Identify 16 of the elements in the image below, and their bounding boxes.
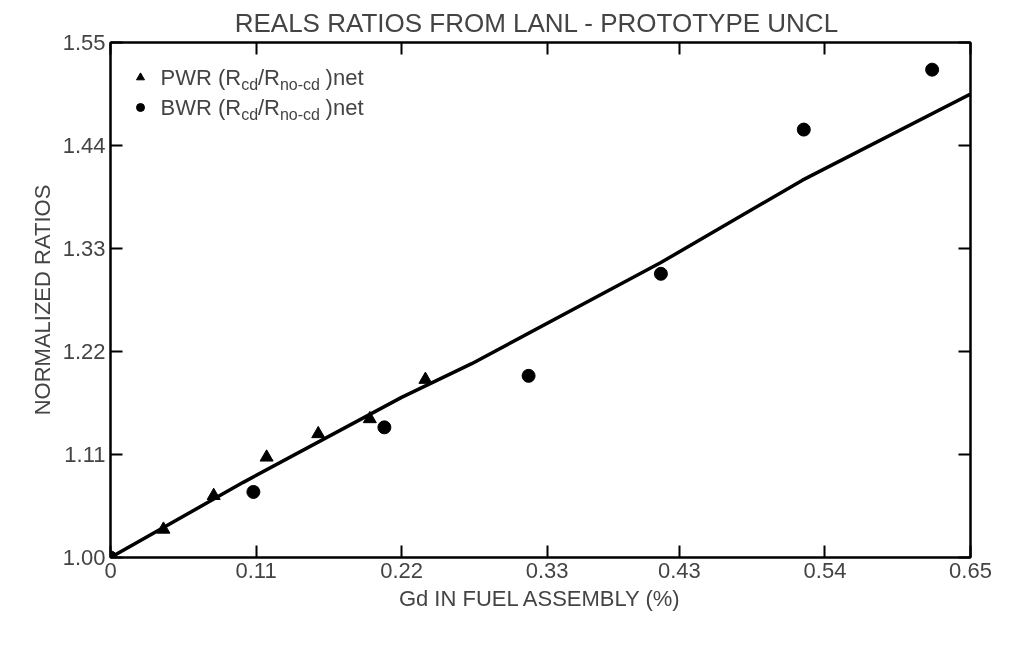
y-tick-label: 1.11 <box>64 442 106 467</box>
x-tick-label: 0 <box>104 557 117 583</box>
y-tick-label: 1.22 <box>62 339 106 364</box>
y-tick-label: 1.44 <box>62 133 106 158</box>
chart-title: REALS RATIOS FROM LANL - PROTOTYPE UNCL <box>234 7 839 38</box>
x-tick-label: 0.11 <box>235 557 277 583</box>
y-tick-label: 1.55 <box>62 30 106 55</box>
y-tick-label: 1.00 <box>62 545 106 570</box>
x-tick-label: 0.54 <box>803 557 847 583</box>
x-tick-label: 0.43 <box>658 557 701 583</box>
x-axis-title: Gd IN FUEL ASSEMBLY (%) <box>398 585 680 611</box>
y-tick-label: 1.33 <box>62 236 106 261</box>
x-tick-label: 0.22 <box>380 557 423 583</box>
x-tick-label: 0.33 <box>525 557 569 583</box>
x-tick-label: 0.65 <box>949 557 992 583</box>
y-axis-title: NORMALIZED RATIOS <box>29 184 55 416</box>
